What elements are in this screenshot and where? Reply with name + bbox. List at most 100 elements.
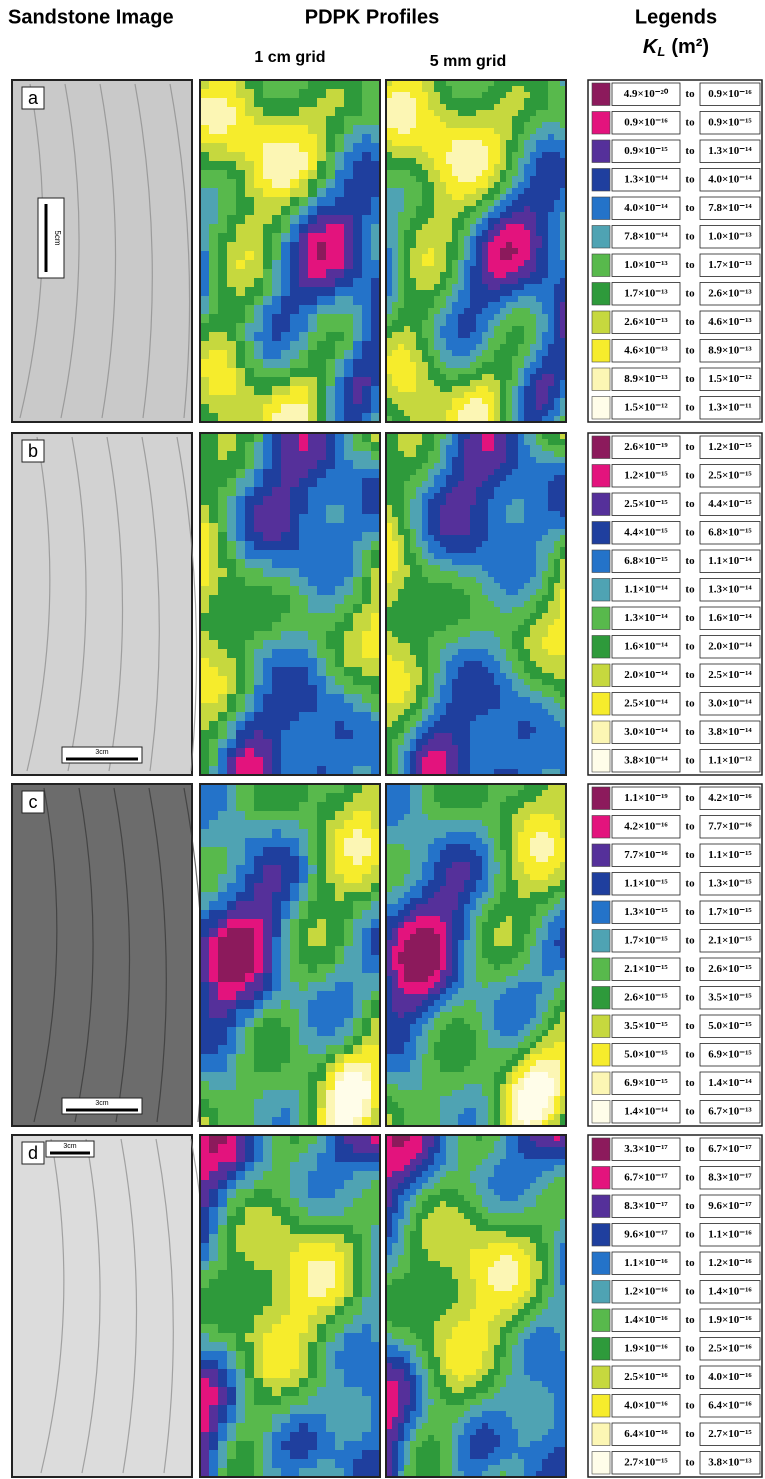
profile-cell [494,1171,543,1178]
profile-cell [299,847,309,857]
profile-cell [386,547,399,554]
profile-cell [200,730,219,740]
legend-to-word: to [685,1371,695,1383]
profile-cell [299,478,318,488]
profile-cell [392,284,399,291]
profile-cell [416,1345,423,1352]
profile-cell [227,739,237,749]
profile-cell [335,1054,345,1064]
profile-cell [464,910,471,917]
profile-cell [326,404,336,414]
profile-cell [272,964,282,974]
profile-cell [200,1045,219,1055]
profile-cell [464,1411,483,1418]
profile-cell [404,523,411,530]
profile-cell [410,1219,417,1226]
profile-cell [482,194,495,201]
profile-cell [428,1177,441,1184]
profile-cell [335,1189,363,1199]
profile-cell [524,98,549,105]
profile-cell [263,676,273,686]
profile-cell [440,1012,483,1019]
profile-cell [200,793,228,803]
profile-cell [530,206,555,213]
profile-cell [410,856,429,863]
profile-cell [386,691,405,698]
profile-cell [488,218,501,225]
profile-cell [290,215,300,225]
profile-cell [410,350,423,357]
profile-cell [428,499,447,506]
profile-cell [446,320,459,327]
profile-cell [518,266,537,273]
profile-cell [452,260,459,267]
profile-cell [254,332,273,342]
profile-cell [218,1252,228,1262]
profile-cell [344,1261,354,1271]
profile-cell [488,499,513,506]
profile-cell [536,1177,555,1184]
profile-cell [308,1324,318,1334]
profile-cell [554,697,567,704]
profile-cell [227,514,237,524]
profile-cell [263,80,309,90]
profile-cell [392,739,405,746]
profile-cell [458,958,465,965]
profile-cell [392,92,411,99]
profile-cell [227,224,237,234]
legend-to-word: to [685,88,695,100]
profile-cell [518,194,561,201]
profile-cell [428,1363,441,1370]
profile-cell [254,892,273,902]
profile-cell [506,1072,513,1079]
profile-cell [353,937,363,947]
profile-cell [209,532,219,542]
profile-cell [464,958,477,965]
profile-cell [344,1018,354,1028]
profile-cell [326,1072,336,1082]
profile-cell [218,1423,228,1433]
profile-cell [446,374,459,381]
profile-cell [245,1414,273,1424]
profile-cell [476,1042,489,1049]
profile-cell [458,619,525,626]
profile-cell [386,242,399,249]
profile-cell [536,314,549,321]
profile-cell [404,1339,423,1346]
profile-cell [281,1423,300,1433]
profile-cell [482,230,489,237]
profile-cell [353,919,372,929]
profile-cell [344,640,363,650]
profile-cell [290,1432,318,1442]
profile-cell [428,844,447,851]
profile-cell [254,1000,264,1010]
profile-cell [452,302,471,309]
profile-cell [200,784,228,794]
profile-cell [398,1231,405,1238]
profile-cell [386,733,399,740]
profile-cell [458,1417,471,1424]
profile-cell [428,649,441,656]
profile-cell [299,1036,345,1046]
profile-cell [446,302,453,309]
profile-cell [524,862,561,869]
profile-cell [410,1237,423,1244]
profile-cell [308,505,327,515]
profile-cell [335,1459,354,1469]
profile-cell [236,1432,264,1442]
profile-cell [398,757,405,764]
profile-cell [263,919,273,929]
profile-cell [281,1018,300,1028]
profile-cell [452,1333,489,1340]
profile-cell [422,1072,495,1079]
profile-cell [446,457,453,464]
profile-cell [518,1030,531,1037]
legend-swatch [592,140,610,163]
profile-cell [536,1243,549,1250]
profile-cell [353,1036,363,1046]
legend-from: 1.6×10⁻¹⁴ [624,640,668,652]
profile-cell [500,308,513,315]
profile-cell [422,1030,429,1037]
profile-cell [518,374,525,381]
profile-cell [386,1435,399,1442]
